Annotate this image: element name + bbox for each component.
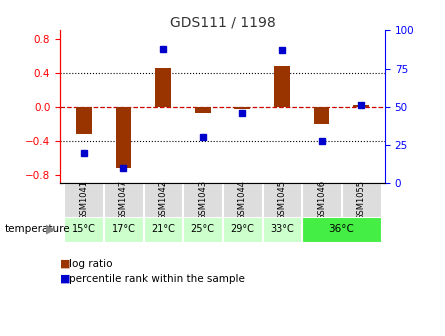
Bar: [263, 183, 301, 217]
Text: 15°C: 15°C: [72, 224, 96, 235]
Text: temperature: temperature: [4, 224, 70, 235]
Text: ■: ■: [60, 274, 71, 284]
Bar: [342, 183, 380, 217]
Text: 21°C: 21°C: [151, 224, 175, 235]
Bar: [155, 68, 171, 107]
Bar: [235, 107, 250, 110]
Title: GDS111 / 1198: GDS111 / 1198: [170, 15, 275, 29]
Bar: [195, 107, 210, 113]
Text: 36°C: 36°C: [328, 224, 354, 235]
Bar: [104, 217, 143, 242]
Bar: [223, 183, 262, 217]
Bar: [76, 107, 92, 134]
Text: log ratio: log ratio: [69, 259, 113, 269]
Text: GSM1044: GSM1044: [238, 180, 247, 220]
Bar: [314, 107, 329, 124]
Bar: [183, 217, 222, 242]
Bar: [302, 183, 341, 217]
Bar: [263, 217, 301, 242]
Text: GSM1055: GSM1055: [356, 180, 366, 220]
Text: 17°C: 17°C: [112, 224, 135, 235]
Bar: [353, 105, 369, 107]
Bar: [144, 217, 182, 242]
Bar: [183, 183, 222, 217]
Text: ▶: ▶: [46, 223, 56, 236]
Bar: [302, 217, 380, 242]
Text: ■: ■: [60, 259, 71, 269]
Text: GSM1046: GSM1046: [317, 180, 326, 220]
Text: GSM1047: GSM1047: [119, 180, 128, 220]
Bar: [274, 66, 290, 107]
Bar: [65, 217, 103, 242]
Bar: [104, 183, 143, 217]
Bar: [144, 183, 182, 217]
Text: GSM1042: GSM1042: [158, 180, 168, 220]
Text: GSM1045: GSM1045: [277, 180, 287, 220]
Bar: [65, 183, 103, 217]
Text: 29°C: 29°C: [231, 224, 254, 235]
Text: GSM1041: GSM1041: [79, 180, 89, 220]
Text: 25°C: 25°C: [191, 224, 214, 235]
Bar: [116, 107, 131, 168]
Bar: [223, 217, 262, 242]
Text: GSM1043: GSM1043: [198, 180, 207, 220]
Text: percentile rank within the sample: percentile rank within the sample: [69, 274, 245, 284]
Text: 33°C: 33°C: [270, 224, 294, 235]
